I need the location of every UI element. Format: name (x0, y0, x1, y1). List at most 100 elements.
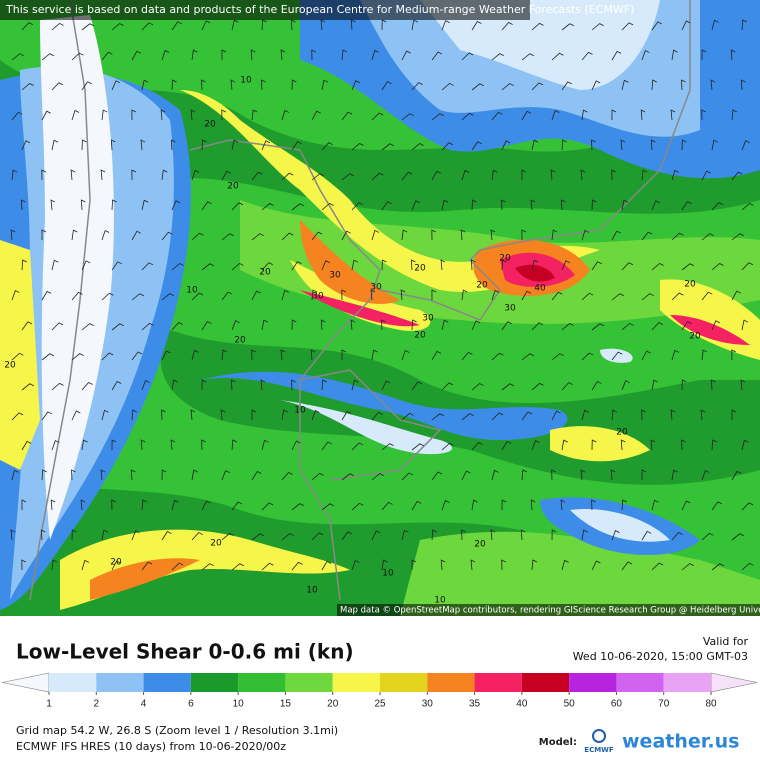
wind-barb (261, 562, 274, 571)
wind-barb (670, 109, 676, 121)
wind-barb (291, 319, 297, 331)
wind-barb (140, 439, 146, 451)
wind-barb (371, 112, 384, 121)
wind-barb (431, 229, 436, 241)
wind-barb (260, 79, 266, 91)
wind-barb (561, 382, 573, 391)
wind-barb (561, 439, 568, 451)
colorbar-below (1, 672, 50, 693)
wind-barb (321, 441, 333, 451)
wind-barb (701, 170, 711, 181)
wind-barb (381, 443, 394, 451)
wind-barb (291, 440, 301, 451)
wind-barb (311, 289, 318, 301)
wind-barb (260, 379, 266, 391)
wind-barb (371, 172, 384, 181)
colorbar-tick-label: 80 (705, 699, 717, 710)
wind-barb (131, 293, 144, 301)
wind-barb (350, 319, 356, 331)
wind-barb (701, 109, 706, 121)
colorbar-tick-label: 40 (516, 699, 528, 710)
wind-barb (471, 20, 482, 31)
wind-barb (71, 529, 77, 541)
wind-barb (731, 470, 742, 481)
wind-barb (281, 232, 294, 241)
wind-barb (441, 319, 449, 331)
wind-barb (650, 439, 656, 451)
wind-barb (321, 142, 333, 151)
wind-barb (221, 109, 226, 121)
wind-barb (431, 113, 444, 121)
colorbar-tick-label: 15 (280, 699, 292, 710)
wind-barb (431, 51, 443, 61)
wind-barb (111, 439, 117, 451)
wind-barb (621, 79, 629, 91)
wind-barb (531, 382, 544, 391)
wind-barb (321, 79, 329, 91)
wind-barb (191, 349, 199, 361)
wind-barb (651, 499, 659, 511)
wind-barb (501, 321, 512, 331)
contour-label: 20 (616, 428, 628, 438)
wind-barb (581, 51, 593, 61)
wind-barb (500, 199, 506, 211)
wind-barb (591, 381, 602, 391)
wind-barb (711, 202, 723, 211)
wind-barb (671, 49, 678, 61)
wind-barb (611, 293, 624, 301)
wind-barb (401, 229, 408, 241)
wind-barb (401, 412, 414, 421)
wind-barb (701, 291, 713, 301)
wind-barb (581, 229, 590, 241)
wind-barb (41, 290, 52, 301)
contour-label: 30 (329, 271, 341, 281)
wind-barb (341, 473, 354, 481)
wind-barb (711, 563, 724, 571)
wind-barb (411, 559, 417, 571)
wind-barb (471, 383, 484, 391)
wind-barb (531, 322, 544, 331)
wind-barb (351, 80, 360, 91)
colorbar-segment (143, 673, 191, 692)
wind-barb (371, 411, 383, 421)
wind-barb (251, 171, 263, 181)
wind-barb (281, 109, 290, 121)
wind-barb (231, 262, 244, 271)
wind-barb (381, 143, 395, 151)
wind-barb (21, 22, 33, 31)
colorbar-tick-label: 20 (327, 699, 339, 710)
wind-barb (71, 410, 81, 421)
wind-barb (411, 500, 422, 511)
wind-barb (741, 439, 749, 451)
wind-barb (581, 292, 594, 301)
wind-barb (370, 289, 376, 301)
wind-barb (561, 559, 569, 571)
wind-barb (21, 140, 31, 151)
ecmwf-logo: ECMWF (584, 746, 614, 754)
wind-barb (311, 472, 324, 481)
wind-barb (80, 499, 86, 511)
wind-barb (21, 499, 27, 511)
wind-barb (621, 561, 633, 571)
contour-label: 20 (474, 540, 486, 550)
wind-barb (161, 169, 168, 181)
wind-barb (491, 469, 499, 481)
wind-barb (51, 259, 59, 271)
map-attribution: Map data © OpenStreetMap contributors, r… (340, 606, 760, 616)
wind-barb (441, 500, 450, 511)
wind-barb (701, 470, 710, 481)
wind-barb (221, 349, 228, 361)
wind-barb (731, 533, 744, 541)
wind-barb (701, 349, 708, 361)
wind-barb (50, 499, 56, 511)
colorbar-segment (49, 673, 97, 692)
wind-barb (130, 469, 136, 481)
wind-barb (10, 529, 16, 541)
colorbar-segment (238, 673, 286, 692)
wind-barb (161, 49, 170, 61)
wind-barb (741, 202, 754, 211)
wind-barb (201, 263, 215, 271)
colorbar-segment (474, 673, 522, 692)
wind-barb (491, 169, 498, 181)
wind-barb (591, 560, 601, 571)
